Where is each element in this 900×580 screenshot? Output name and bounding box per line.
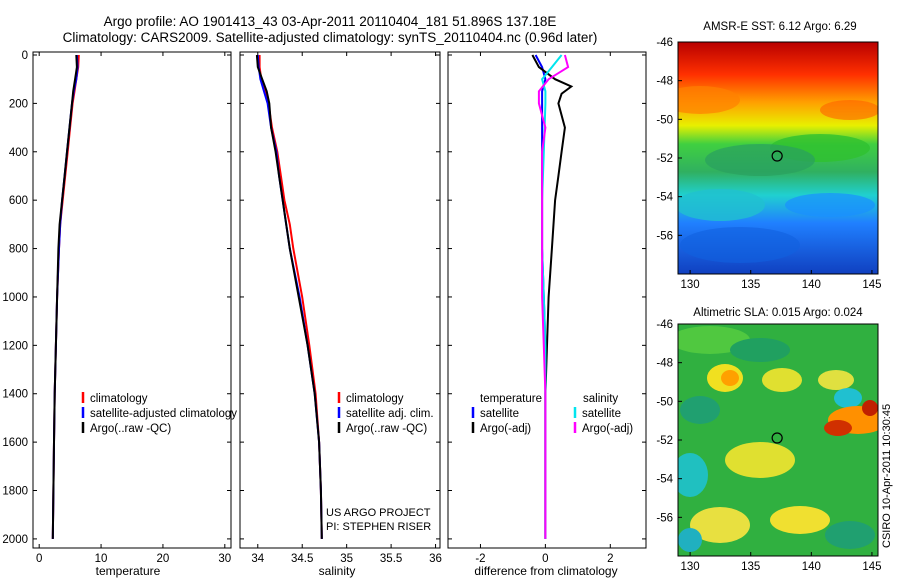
sla-map-title: Altimetric SLA: 0.015 Argo: 0.024 bbox=[693, 307, 863, 319]
map-y-tick-label: -48 bbox=[656, 76, 673, 88]
x-tick-label: 10 bbox=[95, 553, 108, 565]
sla-map bbox=[677, 323, 879, 557]
series-line bbox=[537, 54, 570, 539]
y-tick-label: 1400 bbox=[2, 389, 28, 401]
map-x-tick-label: 140 bbox=[802, 561, 821, 573]
x-tick-label: 34 bbox=[251, 553, 264, 565]
map-y-tick-label: -54 bbox=[656, 474, 673, 486]
pi-annotation: PI: STEPHEN RISER bbox=[326, 521, 431, 533]
x-tick-label: 34.5 bbox=[291, 553, 313, 565]
float-location-marker bbox=[771, 432, 783, 444]
sst-map bbox=[677, 41, 879, 275]
map-y-tick-label: -46 bbox=[656, 37, 673, 49]
figure-title-line1: Argo profile: AO 1901413_43 03-Apr-2011 … bbox=[103, 14, 557, 29]
salinity-axes-frame bbox=[239, 51, 441, 549]
map-x-tick-label: 145 bbox=[862, 279, 881, 291]
map-y-tick-label: -50 bbox=[656, 114, 673, 126]
map-x-tick-label: 140 bbox=[802, 279, 821, 291]
map-y-tick-label: -48 bbox=[656, 358, 673, 370]
map-x-tick-label: 135 bbox=[741, 561, 760, 573]
map-y-tick-label: -52 bbox=[656, 153, 673, 165]
x-tick-label: 36 bbox=[429, 553, 442, 565]
legend-label: satellite bbox=[582, 408, 621, 420]
x-tick-label: 35.5 bbox=[380, 553, 402, 565]
legend-label: Argo(..raw -QC) bbox=[90, 423, 171, 435]
salinity-xlabel: salinity bbox=[319, 564, 356, 578]
map-x-tick-label: 130 bbox=[681, 561, 700, 573]
map-y-tick-label: -54 bbox=[656, 192, 673, 204]
legend-label: satellite bbox=[480, 408, 519, 420]
map-x-tick-label: 130 bbox=[681, 279, 700, 291]
y-tick-label: 200 bbox=[9, 98, 28, 110]
legend-label: climatology bbox=[346, 393, 404, 405]
y-tick-label: 2000 bbox=[2, 534, 28, 546]
map-x-tick-label: 145 bbox=[862, 561, 881, 573]
legend-label: satellite-adjusted climatology bbox=[90, 408, 237, 420]
difference-axes-frame bbox=[447, 51, 647, 549]
legend-label: Argo(-adj) bbox=[480, 423, 531, 435]
series-line bbox=[531, 54, 574, 539]
x-tick-label: 2 bbox=[607, 553, 613, 565]
y-tick-label: 1000 bbox=[2, 292, 28, 304]
y-tick-label: 0 bbox=[22, 50, 28, 62]
legend-label: Argo(..raw -QC) bbox=[346, 423, 427, 435]
credit-text: CSIRO 10-Apr-2011 10:30:45 bbox=[881, 404, 893, 548]
y-tick-label: 1200 bbox=[2, 340, 28, 352]
sst-map-title: AMSR-E SST: 6.12 Argo: 6.29 bbox=[703, 21, 856, 33]
legend-heading: temperature bbox=[480, 393, 542, 405]
x-tick-label: 35 bbox=[340, 553, 353, 565]
map-y-tick-label: -56 bbox=[656, 230, 673, 242]
legend-label: climatology bbox=[90, 393, 148, 405]
series-line bbox=[256, 54, 323, 539]
y-tick-label: 400 bbox=[9, 147, 28, 159]
y-tick-label: 1800 bbox=[2, 486, 28, 498]
y-tick-label: 1600 bbox=[2, 437, 28, 449]
y-tick-label: 600 bbox=[9, 195, 28, 207]
map-y-tick-label: -46 bbox=[656, 319, 673, 331]
map-y-tick-label: -52 bbox=[656, 435, 673, 447]
legend-heading: salinity bbox=[583, 393, 618, 405]
map-x-tick-label: 135 bbox=[741, 279, 760, 291]
x-tick-label: -2 bbox=[475, 553, 485, 565]
x-tick-label: 30 bbox=[218, 553, 231, 565]
series-line bbox=[258, 55, 323, 539]
project-annotation: US ARGO PROJECT bbox=[326, 507, 431, 519]
x-tick-label: 0 bbox=[36, 553, 42, 565]
legend-label: Argo(-adj) bbox=[582, 423, 633, 435]
map-y-tick-label: -50 bbox=[656, 396, 673, 408]
series-line bbox=[51, 54, 78, 539]
x-tick-label: 0 bbox=[542, 553, 548, 565]
legend-label: satellite adj. clim. bbox=[346, 408, 434, 420]
map-y-tick-label: -56 bbox=[656, 512, 673, 524]
difference-xlabel: difference from climatology bbox=[474, 564, 617, 578]
x-tick-label: 20 bbox=[157, 553, 170, 565]
temperature-xlabel: temperature bbox=[96, 564, 161, 578]
figure-title-line2: Climatology: CARS2009. Satellite-adjuste… bbox=[62, 30, 598, 45]
temperature-axes-frame bbox=[32, 51, 232, 549]
y-tick-label: 800 bbox=[9, 244, 28, 256]
float-location-marker bbox=[771, 150, 783, 162]
series-line bbox=[255, 54, 323, 539]
